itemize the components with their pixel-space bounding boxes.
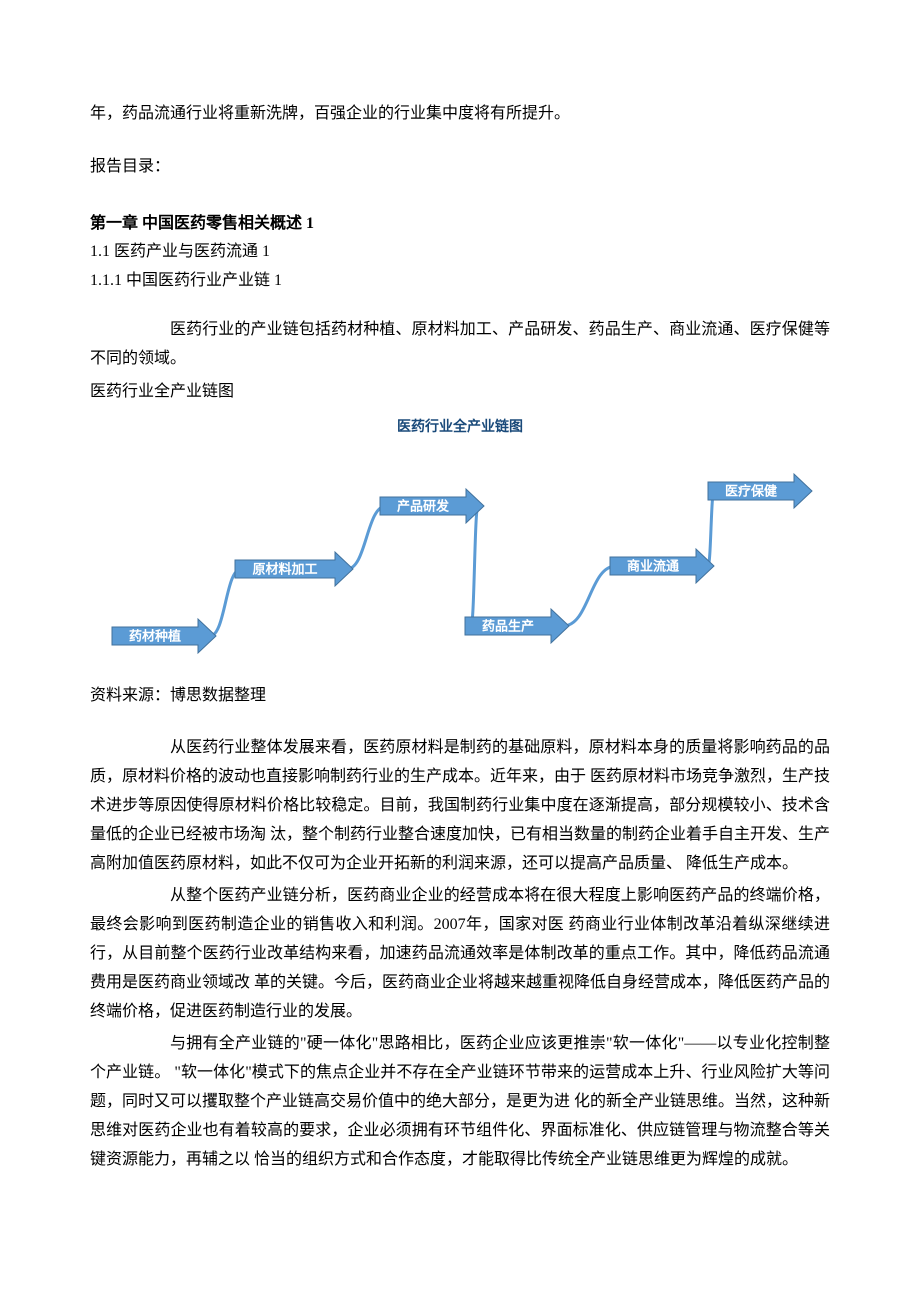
toc-label: 报告目录： (90, 153, 830, 182)
figure-title: 医药行业全产业链图 (90, 414, 830, 439)
flow-edge-n5-n6 (708, 491, 714, 566)
industry-chain-figure: 医药行业全产业链图 药材种植 原材料加工 产品研发药品生产 商业流通 医疗保健 (90, 414, 830, 665)
flow-node-label-n2: 原材料加工 (252, 561, 317, 576)
figure-caption-inline: 医药行业全产业链图 (90, 378, 830, 407)
body-para-3: 与拥有全产业链的"硬一体化"思路相比，医药企业应该更推崇"软一体化"——以专业化… (90, 1030, 830, 1174)
section-1-1-1: 1.1.1 中国医药行业产业链 1 (90, 267, 830, 296)
data-source-line: 资料来源：博思数据整理 (90, 682, 830, 711)
flowchart-svg: 药材种植 原材料加工 产品研发药品生产 商业流通 医疗保健 (90, 446, 830, 666)
chapter-title: 第一章 中国医药零售相关概述 1 (90, 210, 830, 239)
flow-node-label-n4: 药品生产 (482, 618, 534, 633)
body-para-1: 从医药行业整体发展来看，医药原材料是制药的基础原料，原材料本身的质量将影响药品的… (90, 734, 830, 878)
flow-node-label-n6: 医疗保健 (725, 483, 777, 498)
flow-edge-n1-n2 (210, 569, 241, 636)
top-fragment-para: 年，药品流通行业将重新洗牌，百强企业的行业集中度将有所提升。 (90, 100, 830, 129)
intro-paragraph: 医药行业的产业链包括药材种植、原材料加工、产品研发、药品生产、商业流通、医疗保健… (90, 316, 830, 374)
body-para-2: 从整个医药产业链分析，医药商业企业的经营成本将在很大程度上影响医药产品的终端价格… (90, 882, 830, 1026)
flow-node-label-n3: 产品研发 (397, 498, 450, 513)
flow-node-label-n1: 药材种植 (129, 628, 181, 643)
flow-edge-n4-n5 (563, 566, 616, 626)
section-1-1: 1.1 医药产业与医药流通 1 (90, 238, 830, 267)
flow-edge-n3-n4 (471, 506, 478, 626)
flow-node-label-n5: 商业流通 (627, 558, 679, 573)
